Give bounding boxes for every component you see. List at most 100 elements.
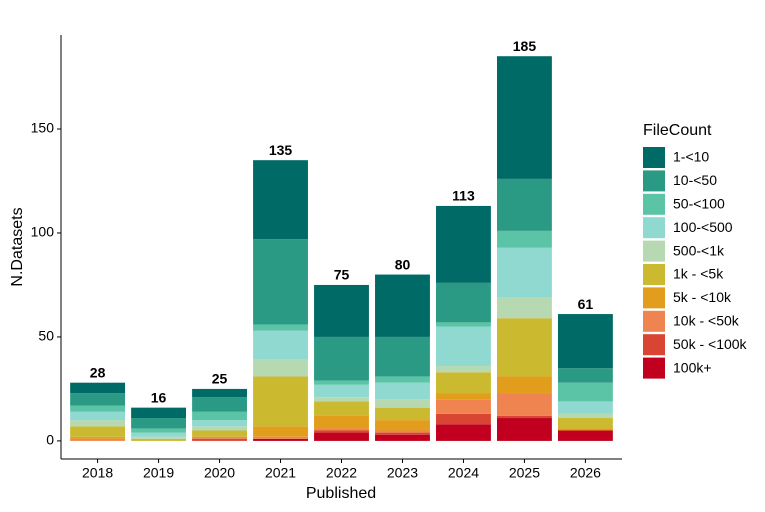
bar-segment [253, 426, 308, 437]
legend-label: 50-<100 [673, 196, 725, 212]
bar-segment [436, 372, 491, 394]
legend-label: 1-<10 [673, 149, 709, 165]
legend-key [643, 240, 665, 262]
bar-segment [496, 230, 552, 248]
bar-segment [496, 178, 552, 231]
legend-label: 500-<1k [673, 242, 725, 258]
bar-segment [496, 415, 552, 419]
bar-segment [70, 405, 126, 412]
bar-segment [375, 382, 430, 400]
y-tick-label: 150 [31, 120, 55, 136]
bar-segment [436, 205, 491, 283]
bar-segment [557, 382, 613, 402]
bar-segment [314, 397, 369, 402]
legend-key [643, 170, 665, 192]
legend-label: 100-<500 [673, 219, 733, 235]
bar-segment [314, 430, 369, 433]
x-tick-label: 2019 [143, 465, 174, 481]
bar-segment [192, 420, 247, 427]
bar-segment [253, 436, 308, 439]
bar-segment [557, 428, 613, 431]
bar-segment [192, 388, 247, 398]
bar-segment [375, 399, 430, 408]
total-label: 16 [151, 389, 167, 405]
bar-segment [557, 401, 613, 414]
bar-segment [375, 376, 430, 383]
total-label: 135 [269, 142, 293, 158]
total-label: 185 [513, 38, 537, 54]
legend-key [643, 287, 665, 309]
bar-segment [436, 366, 491, 373]
bar-segment [314, 415, 369, 429]
y-tick-label: 0 [46, 432, 54, 448]
bar-segment [70, 438, 126, 441]
bar-segment [192, 426, 247, 431]
bar-segment [436, 282, 491, 323]
bar-segment [131, 407, 187, 419]
bar-segment [314, 336, 369, 381]
bar-segment [70, 420, 126, 427]
legend-label: 100k+ [673, 359, 712, 375]
bar-segment [496, 297, 552, 319]
bar-segment [253, 160, 308, 240]
bar-segment [314, 432, 369, 441]
bar-segment [253, 376, 308, 427]
bar-segment [436, 399, 491, 414]
bar-segment [314, 284, 369, 337]
x-axis-title: Published [306, 485, 376, 502]
bar-segment [557, 418, 613, 429]
bar-segment [192, 436, 247, 439]
bar-segment [131, 436, 187, 439]
legend-label: 10-<50 [673, 172, 717, 188]
x-tick-label: 2020 [204, 465, 235, 481]
bar-segment [436, 322, 491, 327]
bar-segment [131, 428, 187, 433]
bar-segment [375, 420, 430, 431]
x-tick-label: 2025 [509, 465, 540, 481]
legend-label: 1k - <5k [673, 266, 724, 282]
bar-segment [496, 393, 552, 416]
x-tick-label: 2021 [265, 465, 296, 481]
bar-segment [70, 411, 126, 421]
bar-segment [131, 438, 187, 441]
legend-key [643, 310, 665, 332]
bar-segment [314, 401, 369, 416]
bar-segment [314, 384, 369, 398]
bar-segment [70, 393, 126, 406]
x-tick-label: 2023 [387, 465, 418, 481]
legend-key [643, 147, 665, 168]
total-label: 61 [578, 296, 594, 312]
bar-segment [496, 376, 552, 394]
legend-key [643, 193, 665, 215]
bar-segment [496, 247, 552, 298]
bar-segment [375, 430, 430, 433]
total-label: 80 [395, 256, 411, 272]
bar-segment [375, 432, 430, 435]
bar-segment [192, 438, 247, 441]
bar-segment [70, 382, 126, 394]
bar-segment [314, 380, 369, 385]
bar-segment [557, 368, 613, 383]
bar-segment [314, 428, 369, 431]
bar-segment [253, 359, 308, 377]
y-axis-title: N.Datasets [9, 207, 26, 286]
bar-segment [436, 393, 491, 400]
legend-key [643, 334, 665, 356]
bar-segment [131, 418, 187, 429]
total-label: 113 [452, 188, 475, 204]
total-label: 28 [90, 364, 106, 380]
bar-segment [192, 397, 247, 412]
bar-segment [375, 434, 430, 441]
x-tick-label: 2026 [570, 465, 601, 481]
y-tick-label: 50 [38, 328, 54, 344]
bar-segment [496, 56, 552, 179]
bar-segment [557, 413, 613, 419]
y-tick-label: 100 [31, 224, 55, 240]
legend-key [643, 217, 665, 239]
legend-key [643, 357, 665, 379]
bar-segment [375, 274, 430, 337]
bar-segment [375, 407, 430, 421]
bar-segment [253, 330, 308, 360]
legend-label: 10k - <50k [673, 313, 740, 329]
